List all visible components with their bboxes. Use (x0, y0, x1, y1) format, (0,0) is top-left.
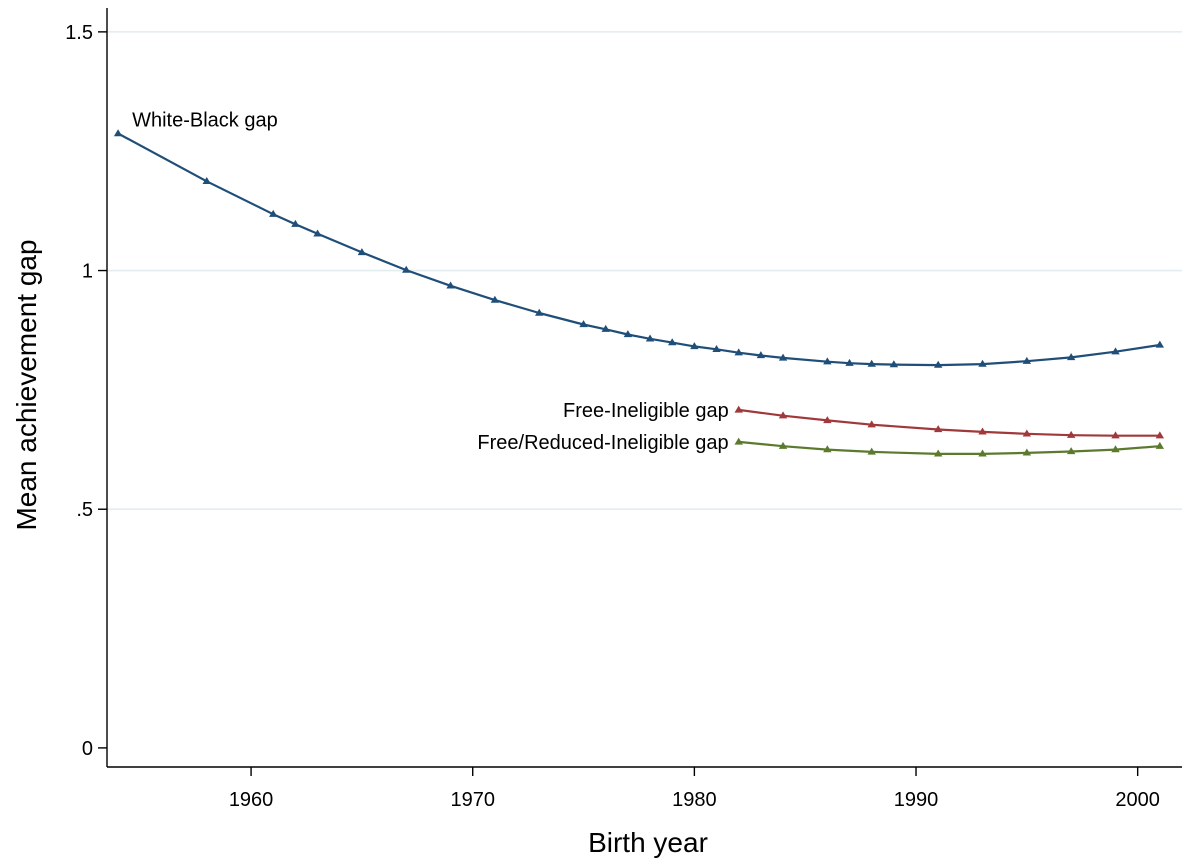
series-line-2 (738, 440, 1160, 455)
data-point-marker (1066, 447, 1076, 455)
data-point-marker (291, 219, 300, 227)
data-point-marker (933, 449, 943, 457)
data-point-marker (1022, 448, 1032, 456)
series-label-white-black: White-Black gap (132, 110, 278, 132)
data-point-marker (1111, 347, 1120, 355)
x-tick-label: 1980 (672, 789, 717, 811)
series-labels: White-Black gap Free-Ineligible gap Free/R… (132, 110, 729, 454)
data-point-marker (778, 353, 788, 361)
data-point-marker (402, 265, 411, 273)
gridlines (107, 31, 1182, 511)
data-point-marker (1022, 356, 1032, 364)
data-point-marker (933, 360, 943, 368)
y-axis-title: Mean achievement gap (11, 239, 42, 530)
data-point-marker (1111, 445, 1120, 453)
x-tick-label: 1970 (450, 789, 495, 811)
data-point-marker (1155, 431, 1165, 439)
data-point-marker (1155, 340, 1165, 348)
data-point-marker (823, 416, 832, 424)
series-line-0 (117, 132, 1160, 367)
data-point-marker (823, 445, 832, 453)
data-point-marker (978, 449, 987, 457)
data-point-marker (889, 360, 899, 368)
data-point-marker (623, 330, 633, 338)
data-point-marker (601, 324, 610, 332)
y-tick-label: 0 (82, 738, 93, 760)
series-label-free-ineligible: Free-Ineligible gap (563, 400, 729, 422)
data-point-marker (1111, 431, 1120, 439)
data-point-marker (867, 447, 876, 455)
series-label-free-reduced-ineligible: Free/Reduced-Ineligible gap (477, 432, 728, 454)
data-point-marker (490, 295, 500, 303)
data-point-marker (778, 411, 788, 419)
data-point-marker (845, 358, 854, 366)
y-tick-label: .5 (76, 499, 93, 521)
data-point-marker (535, 308, 544, 316)
data-point-marker (357, 248, 367, 256)
data-point-marker (690, 342, 699, 350)
data-point-marker (1155, 441, 1165, 449)
data-point-marker (823, 357, 832, 365)
series-lines (113, 129, 1165, 457)
data-point-marker (734, 348, 743, 356)
data-point-marker (113, 129, 123, 137)
data-point-marker (734, 405, 743, 413)
data-point-marker (1022, 429, 1032, 437)
data-point-marker (202, 176, 211, 184)
data-point-marker (712, 344, 721, 352)
data-point-marker (269, 209, 278, 217)
series-line-1 (738, 408, 1160, 437)
axes (106, 8, 1182, 768)
data-point-marker (645, 334, 655, 342)
x-tick-label: 1990 (894, 789, 939, 811)
data-point-marker (313, 229, 322, 237)
data-point-marker (778, 441, 788, 449)
data-point-marker (668, 338, 677, 346)
data-point-marker (978, 359, 987, 367)
y-tick-label: 1.5 (65, 22, 93, 44)
x-tick-label: 2000 (1115, 789, 1160, 811)
data-point-marker (978, 427, 987, 435)
data-point-marker (579, 320, 588, 328)
data-point-marker (867, 420, 876, 428)
data-point-marker (867, 359, 876, 367)
data-point-marker (1066, 353, 1076, 361)
data-point-marker (756, 351, 766, 359)
x-tick-label: 1960 (229, 789, 274, 811)
data-point-marker (933, 425, 943, 433)
data-point-marker (446, 281, 455, 289)
data-point-marker (734, 437, 743, 445)
x-axis-ticks: 1960 1970 1980 1990 2000 (229, 767, 1160, 811)
y-axis-ticks: 0 .5 1 1.5 (65, 22, 107, 760)
x-axis-title: Birth year (588, 827, 708, 858)
y-tick-label: 1 (82, 261, 93, 283)
data-point-marker (1066, 430, 1076, 438)
